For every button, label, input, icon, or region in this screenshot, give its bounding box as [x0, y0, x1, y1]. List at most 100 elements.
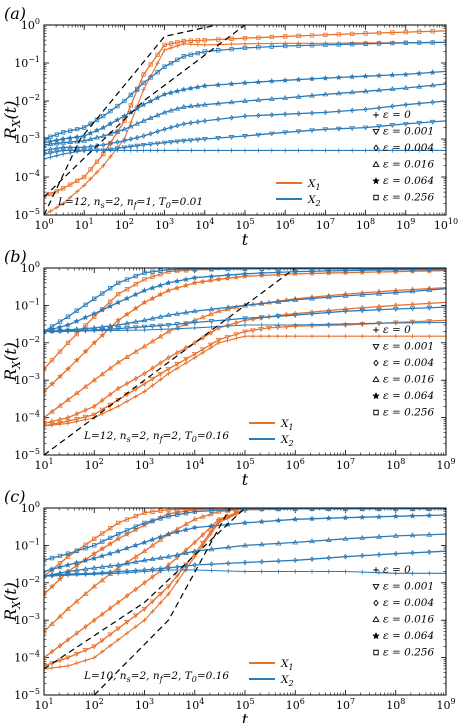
- data-point: [162, 47, 167, 53]
- data-point: [376, 124, 382, 130]
- chart-panel: 100 101 102 103 104 105 106 107 108 109 101010−510…: [1, 4, 458, 249]
- data-point: [403, 29, 408, 35]
- data-point: [242, 148, 248, 153]
- data-point: [350, 41, 355, 47]
- data-point: [67, 195, 73, 200]
- data-point: [150, 274, 155, 279]
- data-point: [209, 324, 214, 330]
- panel-label: (a): [4, 4, 26, 23]
- data-point: [293, 322, 298, 328]
- data-point: [74, 148, 81, 154]
- chart-panel: 101 102 103 104 105 106 107 108 109 10−5 10−4 10−3 1…: [1, 247, 456, 489]
- data-point: [142, 270, 147, 275]
- data-point: [150, 269, 155, 274]
- x-tick-label: 108: [386, 697, 405, 712]
- data-point: [276, 508, 281, 511]
- data-point: [83, 407, 88, 413]
- data-point: [195, 42, 200, 47]
- data-point: [49, 408, 55, 414]
- data-point: [389, 123, 396, 129]
- data-point: [157, 282, 164, 289]
- data-point: [165, 328, 172, 334]
- legend-marker: [373, 327, 379, 333]
- data-point: [54, 132, 59, 137]
- data-point: [141, 148, 146, 153]
- data-point: [427, 300, 432, 307]
- data-point: [157, 554, 164, 560]
- data-point: [207, 529, 214, 535]
- data-point: [259, 322, 264, 328]
- data-point: [242, 508, 248, 511]
- y-tick-label: 10−1: [14, 297, 40, 312]
- data-point: [81, 132, 88, 139]
- data-point: [375, 268, 383, 275]
- data-point: [162, 148, 167, 153]
- data-point: [293, 334, 298, 339]
- data-point: [148, 62, 153, 67]
- series-line: [44, 508, 446, 561]
- data-point: [134, 143, 141, 149]
- data-point: [309, 508, 315, 511]
- data-point: [61, 144, 66, 151]
- data-point: [150, 365, 155, 372]
- data-series: [44, 286, 446, 334]
- data-point: [283, 297, 290, 302]
- legend-epsilon-label: ε = 0.004: [383, 357, 434, 369]
- data-point: [174, 139, 181, 145]
- data-point: [166, 514, 171, 519]
- data-point: [73, 651, 80, 657]
- data-point: [92, 655, 97, 660]
- data-point: [57, 327, 63, 333]
- data-point: [350, 107, 355, 114]
- data-point: [44, 663, 47, 669]
- data-point: [124, 517, 130, 522]
- data-point: [101, 163, 106, 168]
- data-point: [416, 70, 423, 77]
- data-point: [229, 148, 234, 153]
- data-point: [107, 550, 114, 557]
- data-point: [141, 324, 148, 330]
- data-point: [275, 540, 282, 546]
- y-axis-label: RX(t): [1, 101, 23, 141]
- data-point: [201, 101, 208, 107]
- legend-series-label: X2: [307, 194, 321, 208]
- data-point: [141, 557, 148, 563]
- data-point: [65, 655, 71, 661]
- data-point: [123, 311, 131, 317]
- data-point: [202, 37, 207, 43]
- params-annotation: L=12, ns=2, nf=1, T0=0.01: [57, 196, 203, 210]
- data-point: [342, 292, 349, 298]
- data-point: [209, 508, 214, 513]
- y-axis-label: RX(t): [1, 582, 23, 622]
- data-point: [100, 397, 105, 404]
- data-point: [322, 74, 329, 81]
- data-point: [83, 323, 88, 328]
- data-point: [158, 508, 163, 513]
- data-point: [92, 403, 97, 410]
- data-point: [82, 144, 87, 151]
- data-point: [73, 598, 80, 604]
- data-point: [409, 319, 416, 325]
- data-point: [165, 312, 172, 318]
- x-tick-label: 104: [185, 697, 204, 712]
- data-point: [182, 282, 190, 289]
- data-point: [132, 558, 139, 564]
- data-point: [309, 268, 315, 271]
- data-point: [187, 103, 194, 109]
- data-point: [74, 133, 81, 140]
- data-point: [296, 33, 301, 39]
- data-point: [56, 575, 64, 582]
- data-point: [343, 569, 348, 574]
- x-tick-label: 105: [235, 457, 254, 472]
- data-point: [416, 120, 423, 126]
- data-point: [149, 338, 156, 344]
- data-series: [44, 69, 446, 146]
- data-point: [323, 109, 328, 116]
- data-point: [65, 663, 71, 669]
- data-point: [124, 631, 130, 636]
- data-point: [142, 520, 147, 526]
- data-point: [158, 360, 163, 366]
- data-point: [158, 600, 163, 605]
- data-point: [175, 564, 180, 570]
- guide-line: [93, 508, 231, 695]
